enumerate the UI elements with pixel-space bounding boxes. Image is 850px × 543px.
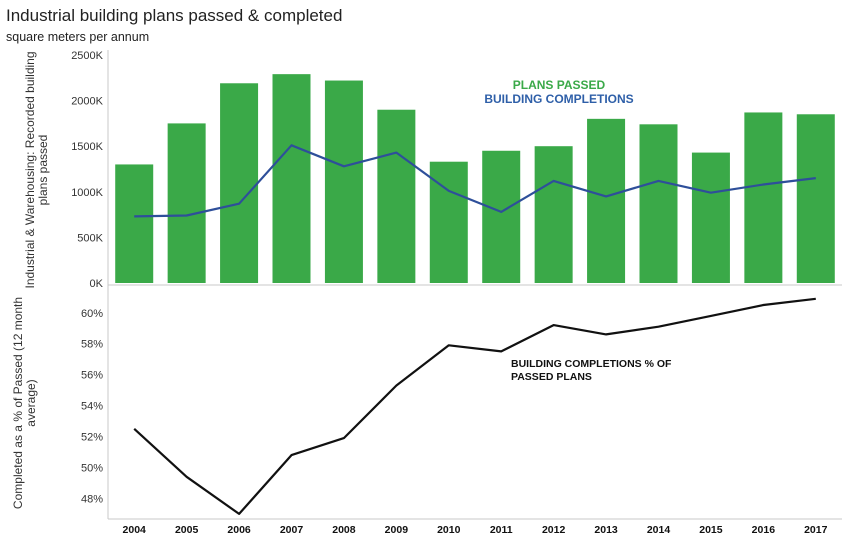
x-tick-label: 2017 — [804, 524, 828, 536]
x-tick-label: 2014 — [647, 524, 671, 536]
bar-plans-passed — [691, 152, 730, 283]
x-tick-label: 2010 — [437, 524, 461, 536]
top-panel: 0K 500K 1000K 1500K 2000K 2500K — [71, 50, 842, 519]
bar-plans-passed — [744, 112, 783, 284]
bottom-y-tick-label: 48% — [81, 493, 103, 505]
x-tick-label: 2008 — [332, 524, 356, 536]
bar-plans-passed — [796, 114, 835, 283]
bar-plans-passed — [587, 118, 626, 283]
bar-plans-passed — [115, 164, 154, 283]
x-tick-label: 2012 — [542, 524, 566, 536]
bottom-y-tick-label: 56% — [81, 370, 103, 382]
top-y-axis-label-line-1: Industrial & Warehousing: Recorded build… — [23, 51, 37, 288]
bottom-y-tick-label: 50% — [81, 462, 103, 474]
top-y-tick-label: 2000K — [71, 96, 103, 108]
x-tick-label: 2004 — [123, 524, 147, 536]
line-building-completions — [134, 144, 816, 218]
top-y-axis-label-line-2: plans passed — [36, 135, 50, 206]
bottom-y-axis-title: Completed as a % of Passed (12 month ave… — [11, 297, 38, 509]
top-y-axis-title: Industrial & Warehousing: Recorded build… — [23, 51, 50, 288]
legend-plans-passed: PLANS PASSED — [513, 78, 606, 92]
annotation: BUILDING COMPLETIONS % OF PASSED PLANS — [511, 358, 672, 383]
top-y-tick-label: 1500K — [71, 141, 103, 153]
x-axis: 2004 2005 2006 2007 2008 2009 2010 2011 2012 2013… — [123, 524, 828, 536]
top-y-tick-label: 0K — [90, 278, 104, 290]
bottom-y-tick-label: 54% — [81, 401, 103, 413]
x-tick-label: 2006 — [227, 524, 251, 536]
chart-title: Industrial building plans passed & compl… — [6, 6, 343, 25]
x-tick-label: 2005 — [175, 524, 199, 536]
bottom-panel: 48% 50% 52% 54% 56% 58% 60% — [81, 297, 842, 520]
x-tick-label: 2009 — [385, 524, 409, 536]
top-y-tick-label: 500K — [77, 232, 103, 244]
bottom-y-axis-label-line-2: average) — [24, 379, 38, 426]
bar-plans-passed — [272, 74, 311, 283]
legend-building-completions: BUILDING COMPLETIONS — [484, 92, 633, 106]
bar-plans-passed — [324, 80, 363, 283]
x-tick-label: 2016 — [752, 524, 776, 536]
x-tick-label: 2013 — [594, 524, 618, 536]
x-tick-label: 2011 — [490, 524, 513, 536]
top-y-tick-label: 2500K — [71, 50, 103, 62]
bar-plans-passed — [534, 146, 573, 283]
bar-plans-passed — [220, 83, 259, 283]
bar-plans-passed — [167, 123, 206, 284]
line-completions-pct — [133, 297, 816, 516]
bar-plans-passed — [377, 109, 416, 283]
top-y-tick-label: 1000K — [71, 187, 103, 199]
bottom-y-tick-label: 52% — [81, 432, 103, 444]
legend: PLANS PASSED BUILDING COMPLETIONS — [484, 78, 633, 106]
annotation-line-2: PASSED PLANS — [511, 371, 592, 383]
bottom-y-tick-label: 58% — [81, 339, 103, 351]
x-tick-label: 2015 — [699, 524, 723, 536]
annotation-line-1: BUILDING COMPLETIONS % OF — [511, 358, 672, 370]
chart-subtitle: square meters per annum — [6, 30, 150, 44]
bar-plans-passed — [639, 124, 678, 283]
bottom-y-tick-label: 60% — [81, 308, 103, 320]
x-tick-label: 2007 — [280, 524, 304, 536]
bar-plans-passed — [482, 150, 521, 283]
bottom-y-axis-label-line-1: Completed as a % of Passed (12 month — [11, 297, 25, 509]
